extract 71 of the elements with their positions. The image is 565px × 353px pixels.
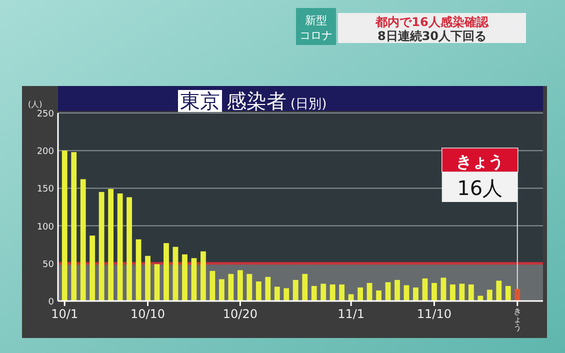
y-tick-label: 100 <box>36 222 54 232</box>
text: 都内で16人感染確認 <box>374 15 490 29</box>
bar <box>459 284 465 301</box>
bar <box>348 294 354 301</box>
bar <box>404 285 410 301</box>
bar <box>62 150 68 301</box>
bar <box>413 287 418 301</box>
bar <box>394 280 400 301</box>
bar <box>376 290 382 301</box>
bar <box>496 280 502 301</box>
bar <box>108 188 114 301</box>
chart-subtitle: (日別) <box>286 97 327 112</box>
y-axis-title: (人) <box>28 100 42 109</box>
bar <box>265 276 271 301</box>
y-tick-label: 200 <box>36 147 54 158</box>
bar <box>450 284 456 301</box>
bar <box>432 282 437 301</box>
bar <box>172 246 178 301</box>
annotation: 16人 <box>457 176 503 200</box>
y-tick-label: 250 <box>36 110 54 120</box>
y-tick-label: 50 <box>42 260 54 270</box>
bar <box>117 193 123 301</box>
bar <box>486 290 492 301</box>
bar <box>200 251 206 301</box>
text: 8日連続30人下回る <box>377 29 487 43</box>
bar <box>191 258 197 301</box>
y-tick-label: 0 <box>48 298 54 308</box>
y-tick-label: 150 <box>36 184 54 195</box>
bar <box>182 254 188 301</box>
bar <box>219 279 224 301</box>
bar <box>505 286 511 301</box>
bar <box>228 274 234 301</box>
bar <box>320 284 326 301</box>
x-tick-label: 10/20 <box>222 307 258 321</box>
bar <box>358 287 363 301</box>
bar <box>478 296 484 301</box>
bar <box>284 288 290 301</box>
bar <box>164 243 169 301</box>
bar <box>80 179 86 301</box>
bar <box>136 239 142 301</box>
bar <box>422 278 428 301</box>
x-tick-label: 10/10 <box>130 307 166 321</box>
bar <box>256 281 262 301</box>
bar <box>71 152 77 301</box>
bar <box>90 236 96 301</box>
bar <box>246 274 252 301</box>
bar <box>98 192 104 301</box>
bar <box>292 280 298 301</box>
text: コロナ <box>300 29 332 42</box>
bar <box>330 284 336 301</box>
bar <box>274 286 280 301</box>
x-tick-label: きょう <box>513 307 522 332</box>
bar <box>154 264 160 301</box>
text: 新型 <box>305 14 327 27</box>
bar <box>385 282 391 301</box>
bar <box>514 288 520 301</box>
bar <box>468 284 474 301</box>
bar <box>311 286 317 301</box>
annotation: きょう <box>456 152 504 171</box>
bar <box>339 284 345 301</box>
bar <box>126 197 132 301</box>
bar <box>145 256 150 301</box>
x-tick-label: 11/1 <box>338 307 365 321</box>
bar <box>440 278 446 301</box>
bar <box>237 270 243 301</box>
bar <box>302 274 308 301</box>
chart-title: 東京 感染者 <box>180 89 286 113</box>
bar <box>366 282 372 301</box>
x-tick-label: 10/1 <box>51 307 78 321</box>
bar <box>210 270 216 301</box>
x-tick-label: 11/10 <box>416 307 452 321</box>
